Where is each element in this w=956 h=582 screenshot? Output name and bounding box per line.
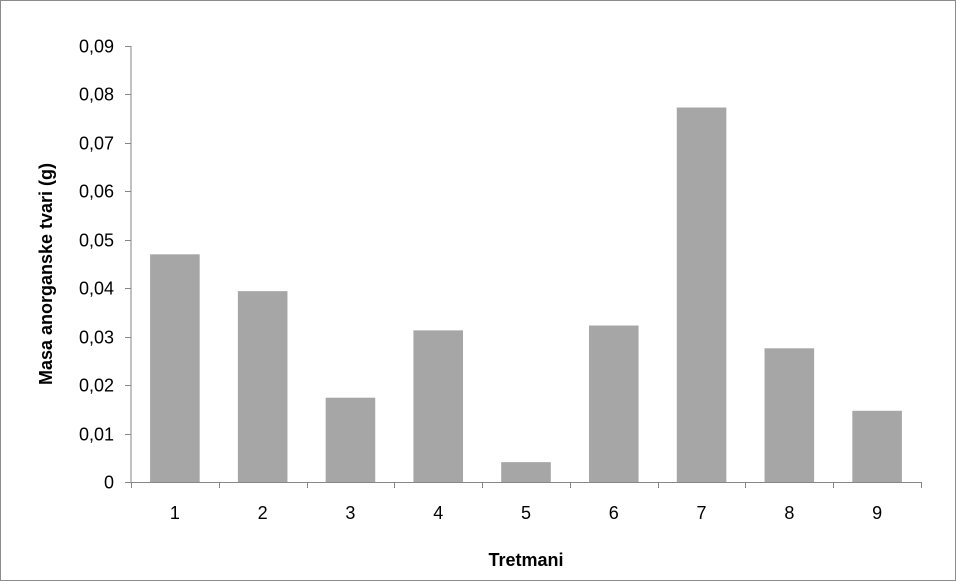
bar-1 [150, 254, 200, 482]
x-tick-label: 7 [697, 503, 707, 523]
x-tick-label: 8 [784, 503, 794, 523]
y-tick-label: 0,02 [79, 376, 114, 396]
x-tick-label: 9 [872, 503, 882, 523]
x-tick-label: 2 [258, 503, 268, 523]
x-axis-title: Tretmani [488, 550, 563, 570]
y-tick-label: 0,04 [79, 279, 114, 299]
x-axis: 1 2 3 4 5 6 7 8 9 [131, 482, 922, 523]
y-tick-label: 0 [104, 473, 114, 493]
x-tick-label: 3 [345, 503, 355, 523]
y-tick-label: 0,05 [79, 231, 114, 251]
y-tick-label: 0,09 [79, 37, 114, 57]
x-tick-label: 6 [609, 503, 619, 523]
bar-4 [413, 330, 464, 482]
y-tick-label: 0,08 [79, 85, 114, 105]
bar-6 [588, 325, 639, 482]
bar-8 [764, 348, 815, 482]
x-tick-label: 5 [521, 503, 531, 523]
y-axis-title: Masa anorganske tvari (g) [36, 163, 56, 385]
x-tick-label: 4 [433, 503, 443, 523]
bar-5 [501, 462, 551, 482]
bar-3 [325, 397, 376, 482]
bar-9 [852, 410, 902, 482]
y-tick-label: 0,03 [79, 328, 114, 348]
y-tick-label: 0,07 [79, 134, 114, 154]
y-tick-label: 0,06 [79, 182, 114, 202]
x-tick-label: 1 [170, 503, 180, 523]
bar-2 [237, 291, 288, 482]
bars-group [150, 107, 902, 483]
y-axis: 0 0,01 0,02 0,03 0,04 0,05 0,06 0,07 0,08 0,09 [79, 37, 132, 493]
y-tick-label: 0,01 [79, 425, 114, 445]
bar-7 [676, 107, 727, 483]
